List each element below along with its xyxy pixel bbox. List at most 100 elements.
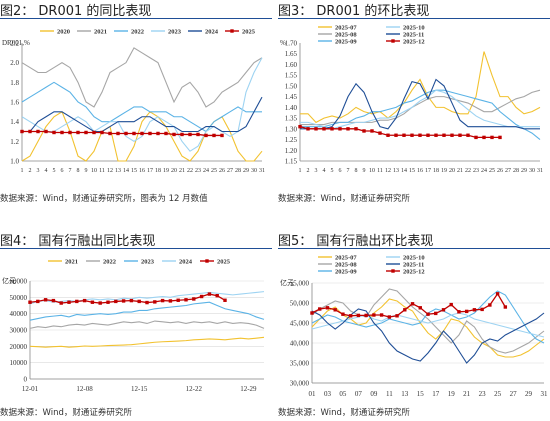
data-point-2025 bbox=[164, 131, 168, 136]
x-tick-label: 12-22 bbox=[186, 385, 203, 393]
legend-label: 2022 bbox=[103, 258, 116, 265]
data-point-2025-12 bbox=[378, 131, 382, 135]
y-tick-label: 50,000 bbox=[290, 300, 310, 308]
chart-title: 图3： DR001 的环比表现 bbox=[278, 4, 430, 19]
series-line-2022 bbox=[21, 81, 262, 133]
y-tick-label: 20000 bbox=[10, 343, 28, 351]
data-point-2025 bbox=[145, 300, 149, 305]
data-point-2025-12 bbox=[370, 129, 374, 133]
axis-unit-label: DR001,% bbox=[2, 39, 30, 47]
data-point-2025 bbox=[108, 131, 112, 136]
data-point-2025 bbox=[148, 131, 152, 136]
y-tick-label: 1.2 bbox=[10, 138, 19, 146]
x-tick-label: 28 bbox=[235, 168, 241, 174]
x-tick-label: 13 bbox=[115, 168, 121, 174]
x-tick-label: 28 bbox=[513, 168, 519, 174]
data-point-2025-12 bbox=[457, 310, 461, 314]
y-tick-label: 40000 bbox=[10, 310, 28, 318]
data-point-2025 bbox=[140, 131, 144, 136]
chart-source: 数据来源：Wind，财通证券研究所，图表为 12 月数值 bbox=[0, 194, 208, 204]
data-point-2025-12 bbox=[490, 135, 494, 140]
y-tick-label: 1.55 bbox=[285, 72, 298, 80]
data-point-2025-12 bbox=[387, 315, 392, 319]
y-tick-label: 1.8 bbox=[10, 79, 19, 87]
data-point-2025 bbox=[28, 300, 32, 304]
data-point-2025-12 bbox=[410, 302, 415, 306]
data-point-2025-12 bbox=[434, 133, 438, 137]
data-point-2025 bbox=[220, 133, 224, 138]
series-line-2021 bbox=[21, 47, 263, 108]
legend-label: 2025-08 bbox=[335, 261, 357, 268]
y-tick-label: 55,000 bbox=[290, 280, 310, 288]
data-point-2025 bbox=[207, 292, 212, 296]
x-tick-label: 24 bbox=[203, 168, 209, 174]
data-point-2025-12 bbox=[346, 127, 350, 131]
chart-source: 数据来源：Wind，财通证券研究所 bbox=[278, 408, 410, 418]
data-point-2025-12 bbox=[482, 135, 486, 140]
x-tick-label: 31 bbox=[537, 168, 543, 174]
data-point-2025-12 bbox=[314, 127, 318, 131]
chart-title: 图4： 国有行融出同比表现 bbox=[0, 234, 156, 249]
data-point-2025 bbox=[156, 131, 160, 136]
data-point-2025 bbox=[137, 299, 141, 304]
x-tick-label: 26 bbox=[497, 168, 503, 174]
x-tick-label: 20 bbox=[171, 168, 177, 174]
data-point-2025-12 bbox=[362, 129, 366, 133]
x-tick-label: 3 bbox=[315, 168, 318, 174]
y-tick-label: 30,000 bbox=[290, 380, 310, 388]
legend-label: 2023 bbox=[168, 28, 182, 35]
data-point-2025 bbox=[129, 298, 134, 303]
x-tick-label: 2 bbox=[307, 168, 310, 174]
legend-label: 2025-07 bbox=[335, 24, 357, 31]
data-point-2025-12 bbox=[472, 308, 477, 312]
x-tick-label: 07 bbox=[355, 390, 363, 398]
x-tick-label: 17 bbox=[432, 390, 440, 398]
data-point-2025-12 bbox=[372, 313, 376, 317]
series-line-2023 bbox=[21, 57, 263, 152]
data-point-2025 bbox=[68, 130, 72, 135]
x-tick-label: 26 bbox=[219, 168, 225, 174]
data-point-2025-12 bbox=[474, 135, 478, 140]
x-tick-label: 27 bbox=[510, 390, 518, 398]
data-point-2025-12 bbox=[498, 135, 502, 140]
series-line-2023 bbox=[29, 301, 265, 321]
chart-source: 数据来源：Wind，财通证券研究所 bbox=[0, 408, 132, 418]
title-rule bbox=[278, 248, 550, 249]
data-point-2025-12 bbox=[450, 133, 454, 137]
data-point-2025-12 bbox=[402, 133, 406, 137]
data-point-2025-12 bbox=[503, 305, 508, 309]
y-tick-label: 60000 bbox=[10, 278, 28, 286]
chart-svg: 亿元 0 10000 20000 30000 40000 50000 60000 12-01 12… bbox=[2, 258, 265, 393]
x-tick-label: 12 bbox=[107, 168, 113, 174]
data-point-2025-12 bbox=[488, 303, 492, 307]
x-tick-label: 12-01 bbox=[22, 385, 39, 393]
series-line-2025-10 bbox=[300, 89, 540, 130]
data-point-2025 bbox=[114, 299, 118, 304]
x-tick-label: 22 bbox=[465, 168, 471, 174]
x-tick-label: 15 bbox=[417, 390, 425, 398]
x-tick-label: 15 bbox=[409, 168, 415, 174]
series-line-2025-10 bbox=[311, 312, 545, 338]
x-tick-label: 21 bbox=[457, 168, 463, 174]
y-tick-label: 50000 bbox=[10, 294, 28, 302]
series-line-2025-12 bbox=[311, 292, 506, 318]
legend-label: 2025-09 bbox=[335, 268, 357, 275]
data-point-2025-12 bbox=[356, 313, 361, 318]
legend-label: 2025-09 bbox=[335, 38, 357, 45]
x-tick-label: 30 bbox=[529, 168, 535, 174]
data-point-2025 bbox=[212, 133, 216, 138]
y-tick-label: 1.70 bbox=[285, 40, 298, 48]
title-rule bbox=[0, 248, 272, 249]
data-point-2025 bbox=[100, 130, 104, 135]
data-point-2025 bbox=[36, 129, 40, 134]
data-point-2025-12 bbox=[354, 127, 358, 131]
x-tick-label: 1 bbox=[299, 168, 302, 174]
x-tick-label: 19 bbox=[448, 390, 456, 398]
x-tick-label: 5 bbox=[53, 168, 56, 174]
x-tick-label: 13 bbox=[401, 390, 409, 398]
x-tick-label: 05 bbox=[339, 390, 347, 398]
data-point-2025-12 bbox=[386, 133, 390, 137]
data-point-2025-12 bbox=[480, 307, 484, 312]
legend-label: 2024 bbox=[179, 258, 193, 265]
x-tick-label: 23 bbox=[479, 390, 487, 398]
